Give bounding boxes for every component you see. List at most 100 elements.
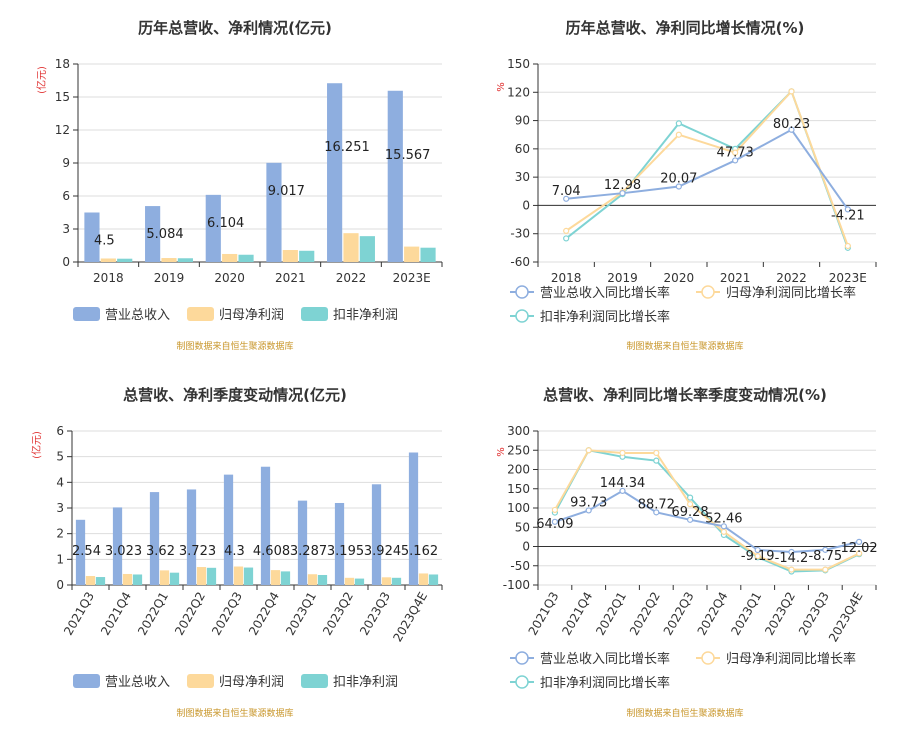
bar-revenue[interactable] xyxy=(84,212,100,263)
bar-net-profit[interactable] xyxy=(196,567,207,585)
line-point[interactable] xyxy=(585,447,592,454)
bar-revenue[interactable] xyxy=(266,162,282,262)
bar-net-profit[interactable] xyxy=(282,250,298,262)
bar-net-profit[interactable] xyxy=(161,258,177,262)
bar-net-profit[interactable] xyxy=(159,570,170,585)
line-point[interactable] xyxy=(653,457,660,464)
line-point[interactable] xyxy=(686,494,694,501)
legend-marker[interactable] xyxy=(701,651,715,665)
bar-deducted-profit[interactable] xyxy=(391,577,402,585)
legend-swatch[interactable] xyxy=(301,307,328,321)
line-point[interactable] xyxy=(551,506,559,514)
line-point[interactable] xyxy=(844,242,851,250)
line-point[interactable] xyxy=(822,566,829,573)
line-point[interactable] xyxy=(675,183,682,190)
line-point[interactable] xyxy=(686,501,694,508)
bar-revenue[interactable] xyxy=(387,90,403,262)
bar-revenue[interactable] xyxy=(186,489,197,585)
bar-net-profit[interactable] xyxy=(418,573,429,585)
bar-revenue[interactable] xyxy=(297,500,308,585)
line-point[interactable] xyxy=(732,157,739,164)
legend-swatch[interactable] xyxy=(73,307,100,321)
bar-net-profit[interactable] xyxy=(222,253,238,262)
line-point[interactable] xyxy=(754,553,761,560)
x-tick-label: 2021Q3 xyxy=(61,590,97,638)
line-point[interactable] xyxy=(686,516,694,523)
bar-revenue[interactable] xyxy=(408,452,419,585)
line-point[interactable] xyxy=(822,546,829,553)
bar-net-profit[interactable] xyxy=(307,574,318,585)
line-point[interactable] xyxy=(563,195,570,202)
bar-revenue[interactable] xyxy=(260,466,271,585)
bar-deducted-profit[interactable] xyxy=(359,236,375,262)
bar-deducted-profit[interactable] xyxy=(299,250,315,262)
bar-net-profit[interactable] xyxy=(270,570,281,585)
line-point[interactable] xyxy=(720,523,728,530)
line-point[interactable] xyxy=(788,126,795,133)
legend-swatch[interactable] xyxy=(187,674,214,688)
bar-deducted-profit[interactable] xyxy=(206,567,217,585)
bar-net-profit[interactable] xyxy=(404,246,420,262)
line-point[interactable] xyxy=(675,131,682,138)
y-tick-label: -100 xyxy=(503,578,530,592)
line-point[interactable] xyxy=(563,235,570,242)
bar-net-profit[interactable] xyxy=(100,258,116,262)
line-point[interactable] xyxy=(551,518,559,525)
bar-deducted-profit[interactable] xyxy=(317,574,328,585)
bar-deducted-profit[interactable] xyxy=(95,577,106,585)
legend-swatch[interactable] xyxy=(301,674,328,688)
line-point[interactable] xyxy=(563,227,570,234)
bar-deducted-profit[interactable] xyxy=(177,258,193,262)
line-point[interactable] xyxy=(855,550,863,557)
bar-revenue[interactable] xyxy=(334,502,345,585)
line-point[interactable] xyxy=(788,548,795,556)
bar-deducted-profit[interactable] xyxy=(117,258,133,262)
line-point[interactable] xyxy=(619,449,626,457)
bar-revenue[interactable] xyxy=(205,194,221,262)
line-point[interactable] xyxy=(675,120,682,127)
bar-net-profit[interactable] xyxy=(344,577,355,585)
bar-net-profit[interactable] xyxy=(85,576,96,585)
line-point[interactable] xyxy=(720,528,728,535)
bar-net-profit[interactable] xyxy=(233,566,244,585)
bar-revenue[interactable] xyxy=(327,83,343,262)
bar-net-profit[interactable] xyxy=(122,573,133,585)
bar-revenue[interactable] xyxy=(75,519,86,585)
line-point[interactable] xyxy=(754,546,761,554)
bar-revenue[interactable] xyxy=(112,507,123,585)
legend-marker[interactable] xyxy=(515,309,529,323)
bar-revenue[interactable] xyxy=(371,484,382,585)
legend-swatch[interactable] xyxy=(73,674,100,688)
bar-net-profit[interactable] xyxy=(381,577,392,585)
line-point[interactable] xyxy=(855,538,863,545)
bar-revenue[interactable] xyxy=(145,206,161,262)
legend-marker[interactable] xyxy=(701,285,715,299)
legend-marker[interactable] xyxy=(515,675,529,689)
line-point[interactable] xyxy=(732,149,739,156)
legend-swatch[interactable] xyxy=(187,307,214,321)
y-tick-label: 3 xyxy=(62,222,70,236)
bar-deducted-profit[interactable] xyxy=(238,254,254,262)
line-point[interactable] xyxy=(653,449,660,457)
legend-marker[interactable] xyxy=(515,651,529,665)
bar-net-profit[interactable] xyxy=(343,233,359,262)
line-point[interactable] xyxy=(619,190,626,197)
line-point[interactable] xyxy=(788,88,795,95)
line-point[interactable] xyxy=(844,206,851,213)
line-point[interactable] xyxy=(788,566,795,573)
bar-deducted-profit[interactable] xyxy=(280,571,291,585)
bar-deducted-profit[interactable] xyxy=(243,567,254,585)
line-point[interactable] xyxy=(653,509,660,516)
bar-deducted-profit[interactable] xyxy=(132,574,143,585)
bar-deducted-profit[interactable] xyxy=(428,574,439,585)
bar-deducted-profit[interactable] xyxy=(354,578,365,585)
bar-deducted-profit[interactable] xyxy=(169,572,180,585)
bar-revenue[interactable] xyxy=(149,492,160,585)
bar-deducted-profit[interactable] xyxy=(420,247,436,262)
line-point[interactable] xyxy=(585,507,592,514)
legend-marker[interactable] xyxy=(515,285,529,299)
line-point[interactable] xyxy=(619,487,626,495)
y-tick-label: 2 xyxy=(56,527,64,541)
bar-revenue[interactable] xyxy=(223,474,234,585)
y-tick-label: -60 xyxy=(510,255,530,269)
